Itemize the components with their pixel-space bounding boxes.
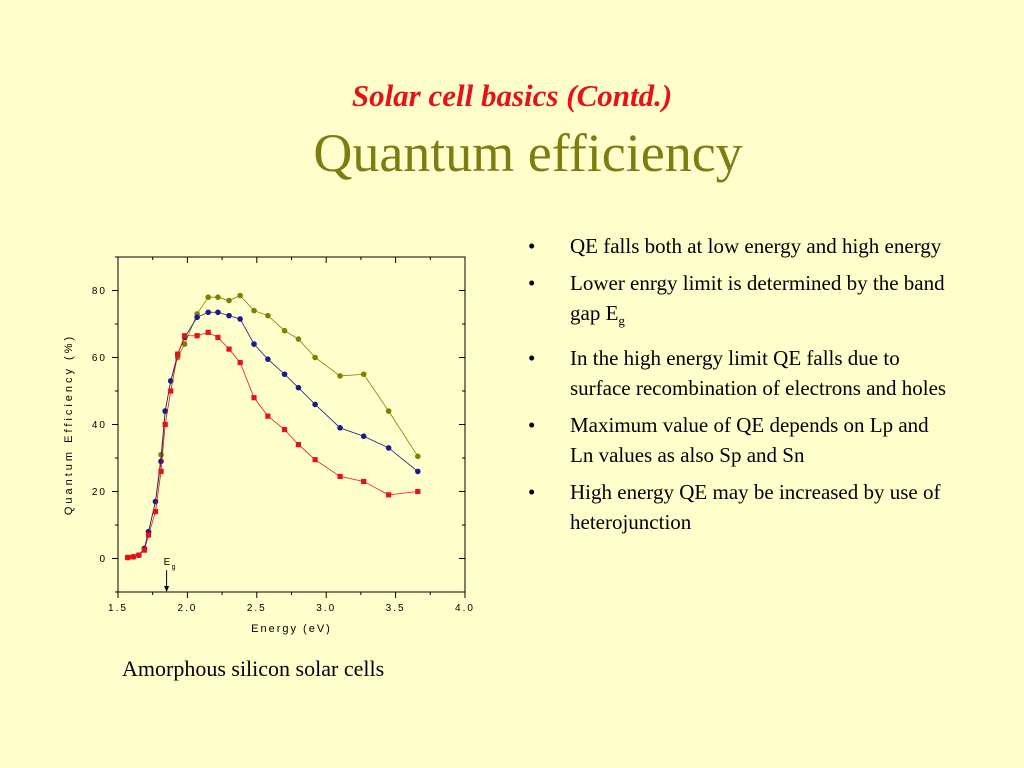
- data-point: [295, 384, 302, 391]
- x-tick-label: 2.0: [177, 603, 197, 614]
- data-point: [226, 312, 232, 319]
- bullet-dot: •: [528, 412, 536, 437]
- bullet-dot: •: [528, 479, 536, 504]
- x-tick-label: 4.0: [455, 603, 475, 614]
- eg-annotation-label: E: [164, 557, 171, 568]
- bullet-text: High energy QE may be increased by use o…: [570, 479, 941, 535]
- data-point: [136, 552, 142, 558]
- data-point: [162, 408, 168, 414]
- eg-arrow-head: [164, 586, 170, 592]
- bullet-subscript: g: [618, 313, 625, 329]
- data-point: [168, 388, 174, 394]
- data-point: [312, 457, 318, 463]
- bullet-dot: •: [528, 345, 536, 370]
- data-point: [360, 433, 367, 440]
- bullet-dot: •: [528, 270, 536, 295]
- x-tick-label: 3.0: [316, 603, 336, 614]
- bullet-text: QE falls both at low energy and high ene…: [570, 234, 942, 258]
- data-point: [361, 478, 367, 485]
- data-point: [265, 413, 271, 419]
- data-point: [295, 336, 302, 342]
- data-point: [281, 426, 288, 433]
- data-point: [281, 371, 288, 378]
- data-point: [385, 408, 392, 414]
- data-point: [175, 351, 181, 357]
- slide-title: Quantum efficiency: [313, 123, 743, 183]
- y-tick-label: 60: [92, 353, 107, 364]
- data-point: [145, 532, 152, 538]
- slide-subtitle: Solar cell basics (Contd.): [351, 78, 673, 113]
- y-tick-label: 40: [92, 420, 107, 431]
- data-point: [281, 327, 288, 334]
- data-point: [205, 294, 212, 300]
- x-tick-label: 2.5: [247, 603, 267, 614]
- data-point: [125, 554, 131, 561]
- quantum-efficiency-chart: 1.5 2.0 2.5 3.0 3.5 4.0 0 20 40 60 80 Energy (eV) Qu…: [63, 256, 475, 635]
- data-point: [158, 468, 164, 474]
- data-point: [226, 346, 232, 352]
- data-point: [251, 307, 257, 314]
- data-point: [385, 445, 392, 451]
- y-tick-label: 20: [92, 487, 107, 498]
- bullet-item: • Lower enrgy limit is determined by the …: [528, 268, 948, 337]
- data-point: [337, 373, 343, 379]
- data-point: [158, 458, 164, 465]
- data-point: [215, 334, 221, 340]
- data-point: [194, 333, 200, 339]
- eg-annotation-subscript: g: [172, 564, 176, 571]
- data-point: [182, 333, 188, 339]
- data-point: [205, 329, 211, 335]
- data-point: [215, 309, 221, 316]
- x-tick-label: 1.5: [108, 603, 128, 614]
- data-point: [205, 309, 212, 316]
- data-point: [265, 312, 271, 319]
- bullet-text: Maximum value of QE depends on Lp and Ln…: [570, 412, 929, 468]
- data-point: [386, 492, 392, 498]
- data-point: [194, 314, 200, 321]
- series-line: [127, 331, 418, 558]
- data-point: [312, 401, 318, 408]
- data-point: [312, 354, 318, 361]
- data-point: [251, 341, 257, 347]
- bullet-text: In the high energy limit QE falls due to…: [570, 345, 947, 401]
- data-point: [237, 316, 243, 322]
- data-point: [360, 371, 367, 378]
- data-point: [415, 453, 421, 460]
- data-point: [162, 421, 168, 428]
- data-point: [337, 473, 343, 480]
- bullet-list: • QE falls both at low energy and high en…: [528, 231, 948, 544]
- data-point: [152, 509, 159, 515]
- plot-frame: [117, 256, 466, 593]
- series-line: [127, 295, 419, 558]
- data-point: [237, 292, 243, 299]
- bullet-item: • High energy QE may be increased by use …: [528, 477, 948, 538]
- series-line: [127, 311, 419, 558]
- bullet-text: Lower enrgy limit is determined by the b…: [570, 270, 945, 326]
- data-point: [415, 468, 421, 475]
- data-point: [226, 297, 232, 304]
- bullet-item: • Maximum value of QE depends on Lp and L…: [528, 410, 948, 471]
- data-point: [337, 425, 343, 431]
- data-point: [141, 547, 147, 553]
- y-tick-label: 0: [99, 554, 107, 565]
- data-point: [181, 341, 188, 347]
- chart-caption: Amorphous silicon solar cells: [122, 656, 385, 681]
- data-point: [295, 442, 302, 448]
- data-point: [215, 294, 221, 300]
- data-point: [130, 554, 136, 560]
- bullet-item: • In the high energy limit QE falls due t…: [528, 343, 948, 404]
- bullet-dot: •: [528, 234, 536, 258]
- x-tick-label: 3.5: [386, 603, 406, 614]
- data-point: [237, 359, 243, 366]
- data-point: [251, 395, 257, 401]
- x-axis-label: Energy (eV): [251, 623, 332, 635]
- y-tick-label: 80: [92, 286, 107, 297]
- y-axis-label: Quantum Efficiency (%): [63, 334, 75, 515]
- data-point: [415, 488, 421, 495]
- bullet-item: • QE falls both at low energy and high en…: [528, 231, 948, 262]
- data-point: [265, 356, 271, 362]
